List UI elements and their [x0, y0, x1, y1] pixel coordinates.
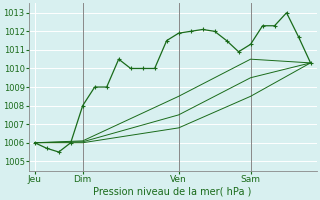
X-axis label: Pression niveau de la mer( hPa ): Pression niveau de la mer( hPa )	[93, 187, 252, 197]
